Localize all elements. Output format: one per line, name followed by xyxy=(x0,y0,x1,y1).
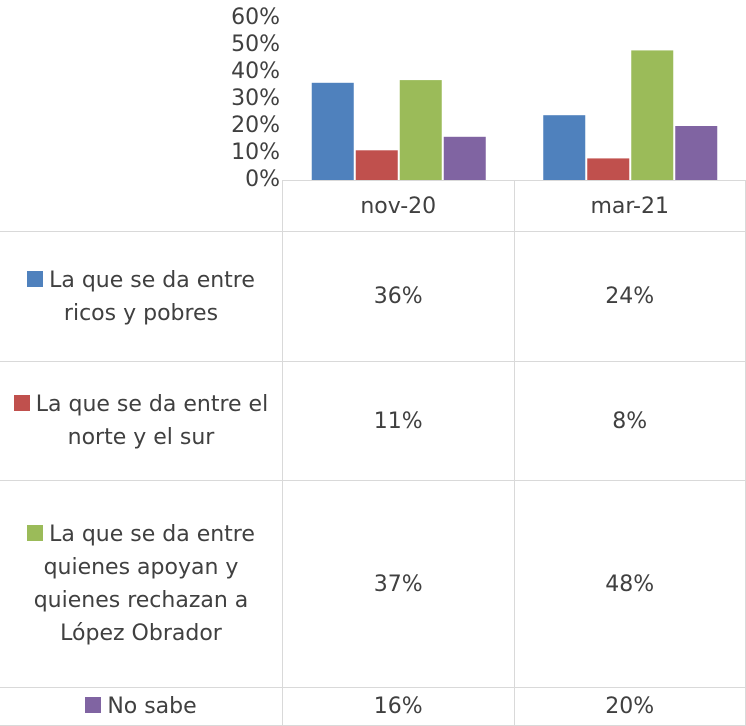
legend-label: No sabe xyxy=(107,694,197,719)
bar xyxy=(587,158,630,180)
table-value: 11% xyxy=(283,362,515,481)
value-label: 20% xyxy=(605,694,655,719)
y-tick-label: 10% xyxy=(231,140,280,165)
row-header: No sabe xyxy=(0,688,283,726)
legend-key xyxy=(85,697,102,713)
table-value: 37% xyxy=(283,481,515,688)
row-header: La que se da entre quienes apoyan y quie… xyxy=(0,481,283,688)
column-header: nov-20 xyxy=(283,180,515,232)
value-label: 8% xyxy=(612,408,648,434)
table-value: 24% xyxy=(514,232,746,362)
legend-entry: La que se da entre el norte y el sur xyxy=(6,388,276,454)
value-label: 11% xyxy=(373,408,423,434)
y-tick-label: 50% xyxy=(231,32,280,57)
y-tick-label: 60% xyxy=(231,5,280,30)
bar xyxy=(399,80,442,180)
table-value: 36% xyxy=(283,232,515,362)
row-header: La que se da entre ricos y pobres xyxy=(0,232,283,362)
legend-key xyxy=(13,395,30,411)
value-label: 16% xyxy=(373,694,423,719)
legend-label: La que se da entre quienes apoyan y quie… xyxy=(33,522,255,646)
value-label: 37% xyxy=(373,571,423,597)
category-label: nov-20 xyxy=(360,193,437,219)
value-label: 24% xyxy=(605,284,655,309)
bar xyxy=(675,126,718,180)
bar xyxy=(443,136,486,180)
value-label: 48% xyxy=(605,571,655,597)
table-value: 16% xyxy=(283,688,515,726)
bar xyxy=(311,82,354,180)
y-tick-label: 30% xyxy=(231,86,280,111)
bar xyxy=(543,115,586,180)
legend-key xyxy=(27,270,44,287)
table-value: 20% xyxy=(514,688,746,726)
bar xyxy=(355,150,398,180)
table-value: 8% xyxy=(514,362,746,481)
legend-label: La que se da entre el norte y el sur xyxy=(35,392,269,450)
y-tick-label: 40% xyxy=(231,59,280,84)
row-header: La que se da entre el norte y el sur xyxy=(0,362,283,481)
legend-label: La que se da entre ricos y pobres xyxy=(49,267,255,326)
legend-entry: La que se da entre quienes apoyan y quie… xyxy=(6,518,276,650)
category-label: mar-21 xyxy=(590,193,669,219)
y-tick-label: 20% xyxy=(231,113,280,138)
table-corner xyxy=(0,180,283,232)
legend-key xyxy=(27,525,44,541)
legend-entry: No sabe xyxy=(85,690,197,723)
value-label: 36% xyxy=(373,284,423,309)
y-tick-label: 0% xyxy=(245,167,280,192)
table-value: 48% xyxy=(514,481,746,688)
legend-entry: La que se da entre ricos y pobres xyxy=(6,264,276,330)
bar xyxy=(631,50,674,181)
column-header: mar-21 xyxy=(514,180,746,232)
